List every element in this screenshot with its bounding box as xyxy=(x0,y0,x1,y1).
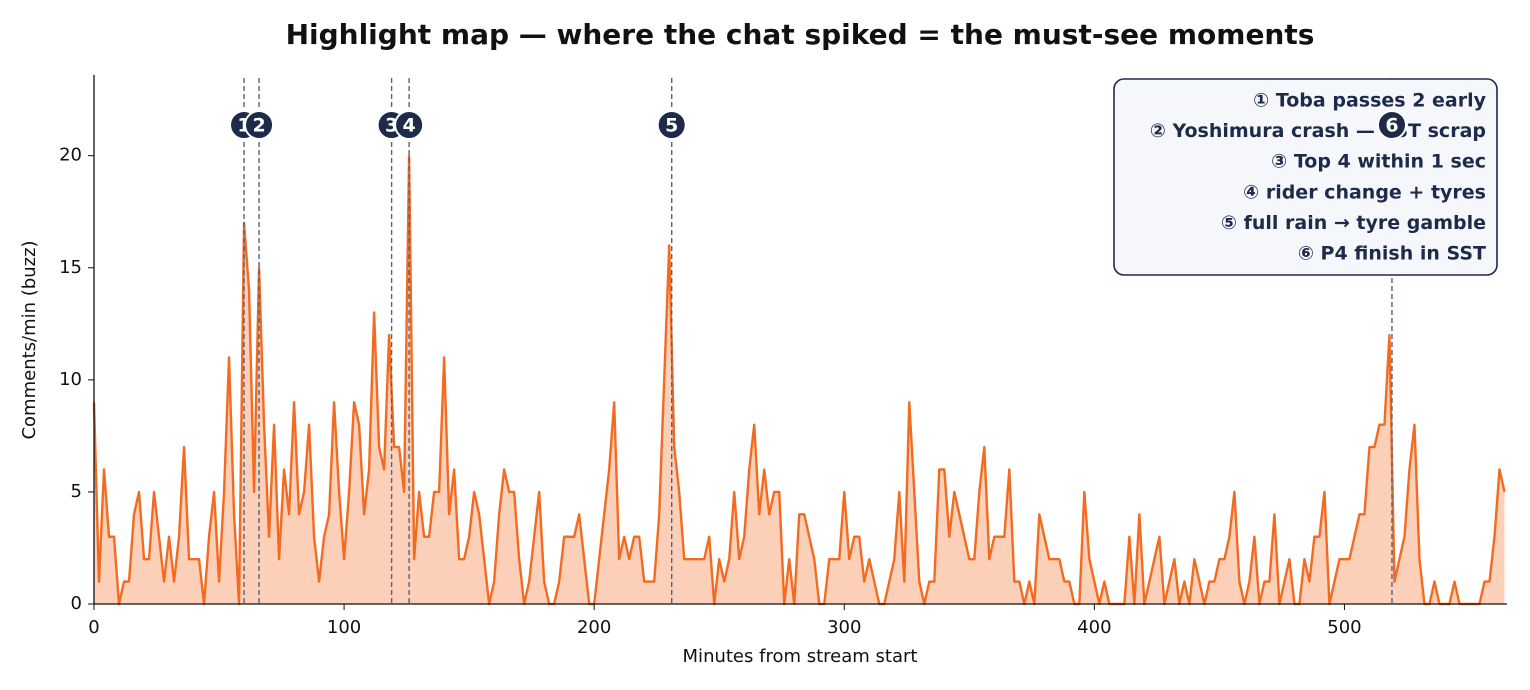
x-tick-label: 0 xyxy=(88,617,99,638)
y-tick-label: 0 xyxy=(71,593,82,614)
area-fill xyxy=(94,155,1505,604)
event-marker xyxy=(656,110,687,140)
line xyxy=(92,154,1506,606)
event-marker-label: 5 xyxy=(665,115,678,137)
event-description: ⑤ full rain → tyre gamble xyxy=(1221,212,1486,234)
event-marker-label: 4 xyxy=(402,115,415,137)
event-marker-label: 6 xyxy=(1385,115,1398,137)
y-tick-label: 15 xyxy=(59,257,82,278)
event-marker xyxy=(394,110,425,140)
y-tick-label: 20 xyxy=(59,145,82,166)
x-tick-label: 100 xyxy=(327,617,361,638)
event-description: ① Toba passes 2 early xyxy=(1253,90,1487,112)
x-tick-label: 300 xyxy=(827,617,861,638)
event-marker-label: 2 xyxy=(252,115,265,137)
event-marker xyxy=(1376,110,1407,140)
x-tick-label: 200 xyxy=(577,617,611,638)
event-marker xyxy=(244,110,275,140)
event-description: ③ Top 4 within 1 sec xyxy=(1271,151,1486,173)
y-axis-label: Comments/min (buzz) xyxy=(19,240,40,439)
event-description: ② Yoshimura crash — SST scrap xyxy=(1150,120,1486,142)
y-tick-label: 5 xyxy=(71,481,82,502)
event-description: ④ rider change + tyres xyxy=(1243,181,1486,203)
event-marker-label: 3 xyxy=(385,115,398,137)
x-tick-label: 500 xyxy=(1327,617,1361,638)
x-tick-label: 400 xyxy=(1077,617,1111,638)
y-tick-label: 10 xyxy=(59,369,82,390)
x-axis-label: Minutes from stream start xyxy=(683,646,918,667)
chart-title: Highlight map — where the chat spiked = … xyxy=(286,18,1315,51)
event-description: ⑥ P4 finish in SST xyxy=(1298,243,1486,265)
